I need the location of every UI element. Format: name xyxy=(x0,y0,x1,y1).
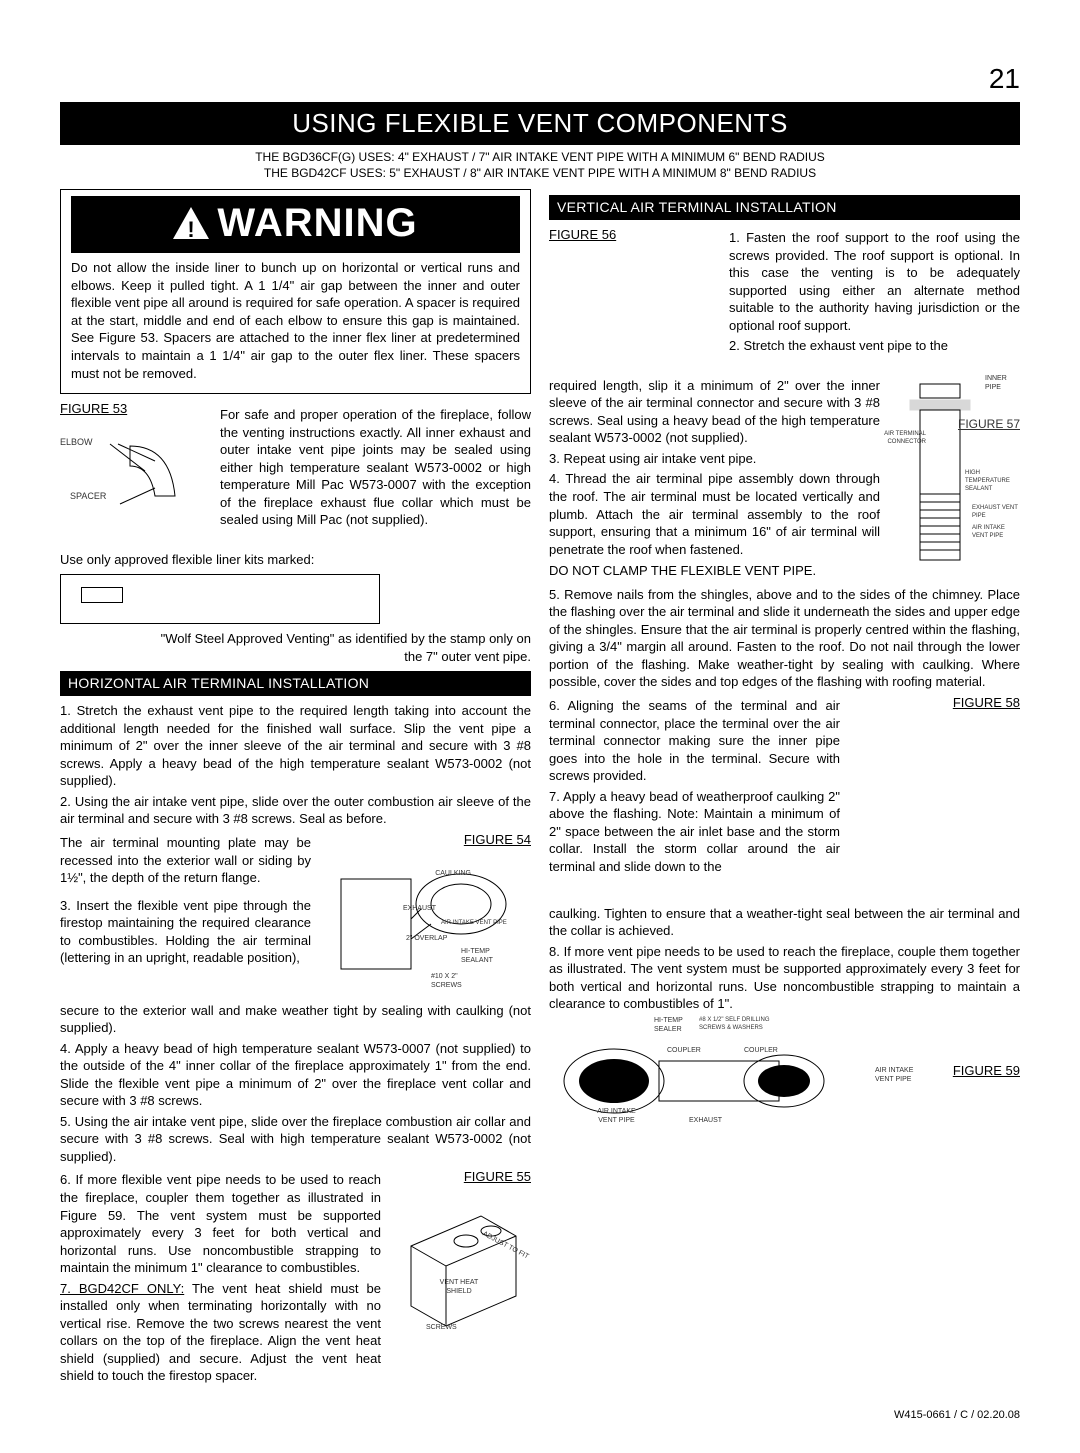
figure-58-label: FIGURE 58 xyxy=(850,694,1020,712)
warning-box: WARNING Do not allow the inside liner to… xyxy=(60,189,531,394)
warning-body: Do not allow the inside liner to bunch u… xyxy=(71,259,520,382)
vertical-heading: VERTICAL AIR TERMINAL INSTALLATION xyxy=(549,195,1020,220)
f59-exhaust: EXHAUST xyxy=(689,1116,722,1125)
f59-intake-r: AIR INTAKE VENT PIPE xyxy=(875,1066,930,1085)
figure-53-label: FIGURE 53 xyxy=(60,400,210,418)
f54-exhaust: EXHAUST xyxy=(403,904,436,913)
warning-title: WARNING xyxy=(217,196,417,250)
f59-sealer: HI-TEMP SEALER xyxy=(654,1016,694,1035)
use-only-text: Use only approved ﬂexible liner kits mar… xyxy=(60,551,531,569)
right-column: VERTICAL AIR TERMINAL INSTALLATION FIGUR… xyxy=(549,189,1020,1388)
figure-58-diagram xyxy=(850,712,1020,902)
vert-step-6: 6. Aligning the seams of the terminal an… xyxy=(549,697,840,785)
horiz-step-3: 3. Insert the ﬂexible vent pipe through … xyxy=(60,897,311,967)
stamp-text: "Wolf Steel Approved Venting" as identiﬁ… xyxy=(60,630,531,665)
f57-exhaust: EXHAUST VENT PIPE xyxy=(972,504,1020,520)
f54-screws: #10 X 2" SCREWS xyxy=(431,972,481,991)
horiz-step-7: 7. BGD42CF ONLY: The vent heat shield mu… xyxy=(60,1280,381,1385)
figure-59-diagram: HI-TEMP SEALER #8 X 1/2" SELF DRILLING S… xyxy=(549,1016,920,1126)
no-clamp-note: DO NOT CLAMP THE FLEXIBLE VENT PIPE. xyxy=(549,562,880,580)
figure-57-diagram: INNER PIPE FIGURE 57 AIR TERMINAL CONNEC… xyxy=(890,374,1020,574)
horiz-step-2b: The air terminal mounting plate may be r… xyxy=(60,834,311,887)
warning-heading: WARNING xyxy=(71,196,520,253)
figure-54-label: FIGURE 54 xyxy=(321,831,531,849)
vert-step-4: 4. Thread the air terminal pipe assembly… xyxy=(549,470,880,558)
horiz-step-7-lead: 7. BGD42CF ONLY: xyxy=(60,1281,184,1296)
f57-sealant: HIGH TEMPERATURE SEALANT xyxy=(965,469,1020,493)
f54-intake: AIR INTAKE VENT PIPE xyxy=(441,919,531,927)
horiz-step-6: 6. If more ﬂexible vent pipe needs to be… xyxy=(60,1171,381,1276)
f59-coupler-r: COUPLER xyxy=(744,1046,778,1055)
vert-step-7: 7. Apply a heavy bead of weatherproof ca… xyxy=(549,788,840,876)
horiz-step-2: 2. Using the air intake vent pipe, slide… xyxy=(60,793,531,828)
vert-step-3: 3. Repeat using air intake vent pipe. xyxy=(549,450,880,468)
f59-screws: #8 X 1/2" SELF DRILLING SCREWS & WASHERS xyxy=(699,1016,784,1032)
horiz-step-1: 1. Stretch the exhaust vent pipe to the … xyxy=(60,702,531,790)
f57-intake: AIR INTAKE VENT PIPE xyxy=(972,524,1020,540)
page-number: 21 xyxy=(60,60,1020,98)
f54-caulking: CAULKING xyxy=(435,869,471,878)
horiz-step-5: 5. Using the air intake vent pipe, slide… xyxy=(60,1113,531,1166)
figure-54-diagram: CAULKING EXHAUST 2" OVERLAP AIR INTAKE V… xyxy=(321,849,531,999)
horizontal-heading: HORIZONTAL AIR TERMINAL INSTALLATION xyxy=(60,671,531,696)
figure-56-label: FIGURE 56 xyxy=(549,226,719,244)
page-title: USING FLEXIBLE VENT COMPONENTS xyxy=(60,102,1020,145)
vert-step-2b: required length, slip it a minimum of 2"… xyxy=(549,377,880,447)
vert-step-7b: caulking. Tighten to ensure that a weath… xyxy=(549,905,1020,940)
stamp-box xyxy=(60,574,380,624)
figure-55-label: FIGURE 55 xyxy=(391,1168,531,1186)
spacer-label: SPACER xyxy=(70,490,106,502)
f55-screws: SCREWS xyxy=(426,1323,457,1332)
fig53-text: For safe and proper operation of the ﬁre… xyxy=(220,406,531,529)
figure-57-label: FIGURE 57 xyxy=(958,416,1020,432)
vert-step-5: 5. Remove nails from the shingles, above… xyxy=(549,586,1020,691)
f59-intake-l: AIR INTAKE VENT PIPE xyxy=(589,1107,644,1126)
figure-59-label: FIGURE 59 xyxy=(930,1062,1020,1080)
figure-55-diagram: VENT HEAT SHIELD SCREWS ADJUST TO FIT xyxy=(391,1186,531,1336)
subtitle-1: THE BGD36CF(G) USES: 4" EXHAUST / 7" AIR… xyxy=(255,150,825,164)
left-column: WARNING Do not allow the inside liner to… xyxy=(60,189,531,1388)
footer: W415-0661 / C / 02.20.08 xyxy=(60,1408,1020,1423)
vert-step-2a: 2. Stretch the exhaust vent pipe to the xyxy=(729,337,1020,355)
horiz-step-3b: secure to the exterior wall and make wea… xyxy=(60,1002,531,1037)
vert-step-8: 8. If more vent pipe needs to be used to… xyxy=(549,943,1020,1013)
figure-56-diagram xyxy=(549,244,719,374)
vert-step-1: 1. Fasten the roof support to the roof u… xyxy=(729,229,1020,334)
horiz-step-7-body: The vent heat shield must be installed o… xyxy=(60,1281,381,1384)
warning-icon xyxy=(173,207,209,239)
f57-inner: INNER PIPE xyxy=(985,374,1020,393)
f54-overlap: 2" OVERLAP xyxy=(406,934,447,943)
f55-shield: VENT HEAT SHIELD xyxy=(439,1278,479,1297)
subtitle-2: THE BGD42CF USES: 5" EXHAUST / 8" AIR IN… xyxy=(264,166,816,180)
subtitle: THE BGD36CF(G) USES: 4" EXHAUST / 7" AIR… xyxy=(60,149,1020,181)
figure-53-diagram: ELBOW SPACER xyxy=(60,418,210,548)
f54-sealant: HI-TEMP SEALANT xyxy=(461,947,511,966)
horiz-step-4: 4. Apply a heavy bead of high temperatur… xyxy=(60,1040,531,1110)
f57-connector: AIR TERMINAL CONNECTOR xyxy=(884,430,926,446)
f59-coupler-l: COUPLER xyxy=(667,1046,701,1055)
